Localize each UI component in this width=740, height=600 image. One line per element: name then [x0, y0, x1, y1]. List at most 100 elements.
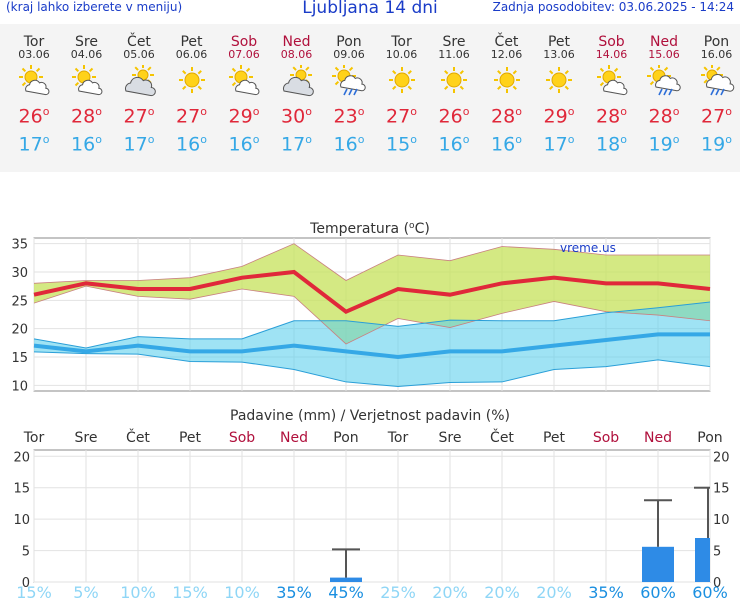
day-column: Pet 06.06 27o 16o	[166, 24, 218, 156]
temp-min: 16o	[71, 133, 102, 156]
temp-ytick-label: 35	[11, 238, 28, 253]
min-high-line	[33, 301, 711, 349]
temp-max: 27o	[123, 105, 155, 128]
day-column: Tor 10.06 27o 15o	[376, 24, 428, 156]
precip-xtick-label: Čet	[126, 428, 150, 446]
temp-chart-title: Temperatura (oC)	[309, 221, 430, 237]
sun-cloud-icon	[69, 65, 105, 97]
precip-probability: 10%	[120, 583, 156, 600]
day-column: Tor 03.06 26o 17o	[8, 24, 60, 156]
precip-ytick-right: 20	[713, 450, 730, 465]
precip-probability: 15%	[16, 583, 52, 600]
precip-ytick-left: 15	[13, 482, 30, 497]
temp-min: 16o	[333, 133, 365, 156]
day-date: 16.06	[700, 48, 733, 61]
precip-xtick-label: Sre	[75, 430, 98, 446]
sun-cloud-icon	[16, 65, 52, 97]
precip-probability: 20%	[536, 583, 572, 600]
max-temp-line	[33, 269, 711, 314]
sun-cloud-rain-icon	[331, 64, 367, 97]
forecast-strip: Tor 03.06 26o 17o Sre 04.06 28o 16o Čet 05.06 27o 1…	[0, 24, 740, 172]
day-name: Sob	[598, 34, 625, 50]
day-column: Čet 12.06 28o 16o	[481, 24, 533, 156]
sun-cloud-icon	[594, 65, 630, 97]
temp-max: 28o	[71, 105, 102, 128]
precip-xtick-label: Ned	[644, 430, 672, 446]
day-date: 15.06	[648, 48, 680, 61]
temp-max: 23o	[333, 105, 365, 128]
precip-probability: 25%	[380, 583, 416, 600]
min-range-band	[34, 302, 710, 387]
day-date: 03.06	[18, 48, 50, 61]
day-column: Sre 11.06 26o 16o	[428, 24, 480, 156]
day-column: Pon 09.06 23o 16o	[323, 24, 375, 156]
day-name: Ned	[282, 34, 311, 50]
precip-bar	[642, 546, 674, 582]
day-date: 04.06	[70, 48, 103, 61]
precip-xtick-label: Tor	[387, 430, 409, 446]
precip-ytick-left: 20	[13, 450, 30, 465]
min-temp-line	[33, 332, 710, 360]
temp-max: 27o	[176, 105, 207, 128]
precip-xtick-label: Tor	[23, 430, 45, 446]
temp-min: 17o	[543, 133, 575, 156]
temp-min: 15o	[386, 133, 417, 156]
day-date: 11.06	[438, 48, 470, 61]
day-date: 10.06	[385, 48, 418, 61]
day-date: 07.06	[228, 48, 260, 61]
cloud-sun-icon	[121, 64, 157, 97]
precip-xtick-label: Pet	[543, 430, 566, 446]
page-title: Ljubljana 14 dni	[302, 0, 438, 18]
temp-max: 28o	[648, 105, 680, 128]
precip-ytick-left: 10	[13, 513, 30, 528]
day-name: Pon	[336, 34, 362, 50]
day-date: 14.06	[595, 48, 628, 61]
watermark-text: vreme.us	[560, 241, 616, 255]
precip-plot-area	[33, 449, 711, 583]
precip-bar	[695, 538, 710, 582]
day-name: Sob	[230, 34, 258, 50]
precip-probability: 20%	[484, 583, 520, 600]
day-column: Ned 15.06 28o 19o	[638, 24, 690, 156]
precip-chart-title: Padavine (mm) / Verjetnost padavin (%)	[230, 408, 510, 424]
day-name: Pet	[180, 34, 203, 50]
precip-probability: 5%	[73, 583, 98, 600]
day-date: 08.06	[280, 48, 313, 61]
temp-min: 17o	[281, 133, 312, 156]
day-column: Sob 07.06 29o 16o	[218, 24, 270, 156]
precip-xtick-label: Ned	[280, 430, 308, 446]
temp-ytick-label: 15	[11, 351, 28, 366]
sun-icon	[489, 65, 525, 97]
precip-xtick-label: Čet	[490, 428, 514, 446]
cloud-rain-icon	[699, 64, 735, 97]
cloud-sun-icon	[279, 64, 315, 97]
precip-probability: 35%	[276, 583, 312, 600]
precip-ytick-left: 0	[22, 576, 30, 591]
precip-ytick-right: 10	[713, 513, 730, 528]
day-column: Pet 13.06 29o 17o	[533, 24, 585, 156]
sun-icon	[174, 65, 210, 97]
day-column: Pon 16.06 27o 19o	[691, 24, 740, 156]
temp-min: 17o	[123, 133, 155, 156]
day-name: Ned	[650, 34, 678, 50]
precip-xtick-label: Pon	[697, 430, 722, 446]
day-name: Pet	[547, 34, 571, 50]
day-date: 09.06	[333, 48, 365, 61]
precip-ytick-left: 5	[22, 545, 30, 560]
temp-max: 29o	[228, 105, 260, 128]
temp-max: 26o	[18, 105, 50, 128]
sun-icon	[384, 65, 420, 97]
top-bar: (kraj lahko izberete v meniju) Ljubljana…	[0, 0, 740, 22]
day-column: Sob 14.06 28o 18o	[586, 24, 638, 156]
precip-bar	[330, 577, 362, 582]
temp-min: 16o	[228, 133, 260, 156]
precip-xtick-label: Sob	[229, 430, 255, 446]
location-menu-link[interactable]: (kraj lahko izberete v meniju)	[6, 0, 183, 14]
day-date: 13.06	[543, 48, 575, 61]
temp-max: 30o	[281, 105, 312, 128]
day-name: Tor	[391, 34, 412, 50]
max-low-line	[33, 285, 711, 345]
day-column: Čet 05.06 27o 17o	[113, 24, 165, 156]
temp-min: 16o	[491, 133, 522, 156]
